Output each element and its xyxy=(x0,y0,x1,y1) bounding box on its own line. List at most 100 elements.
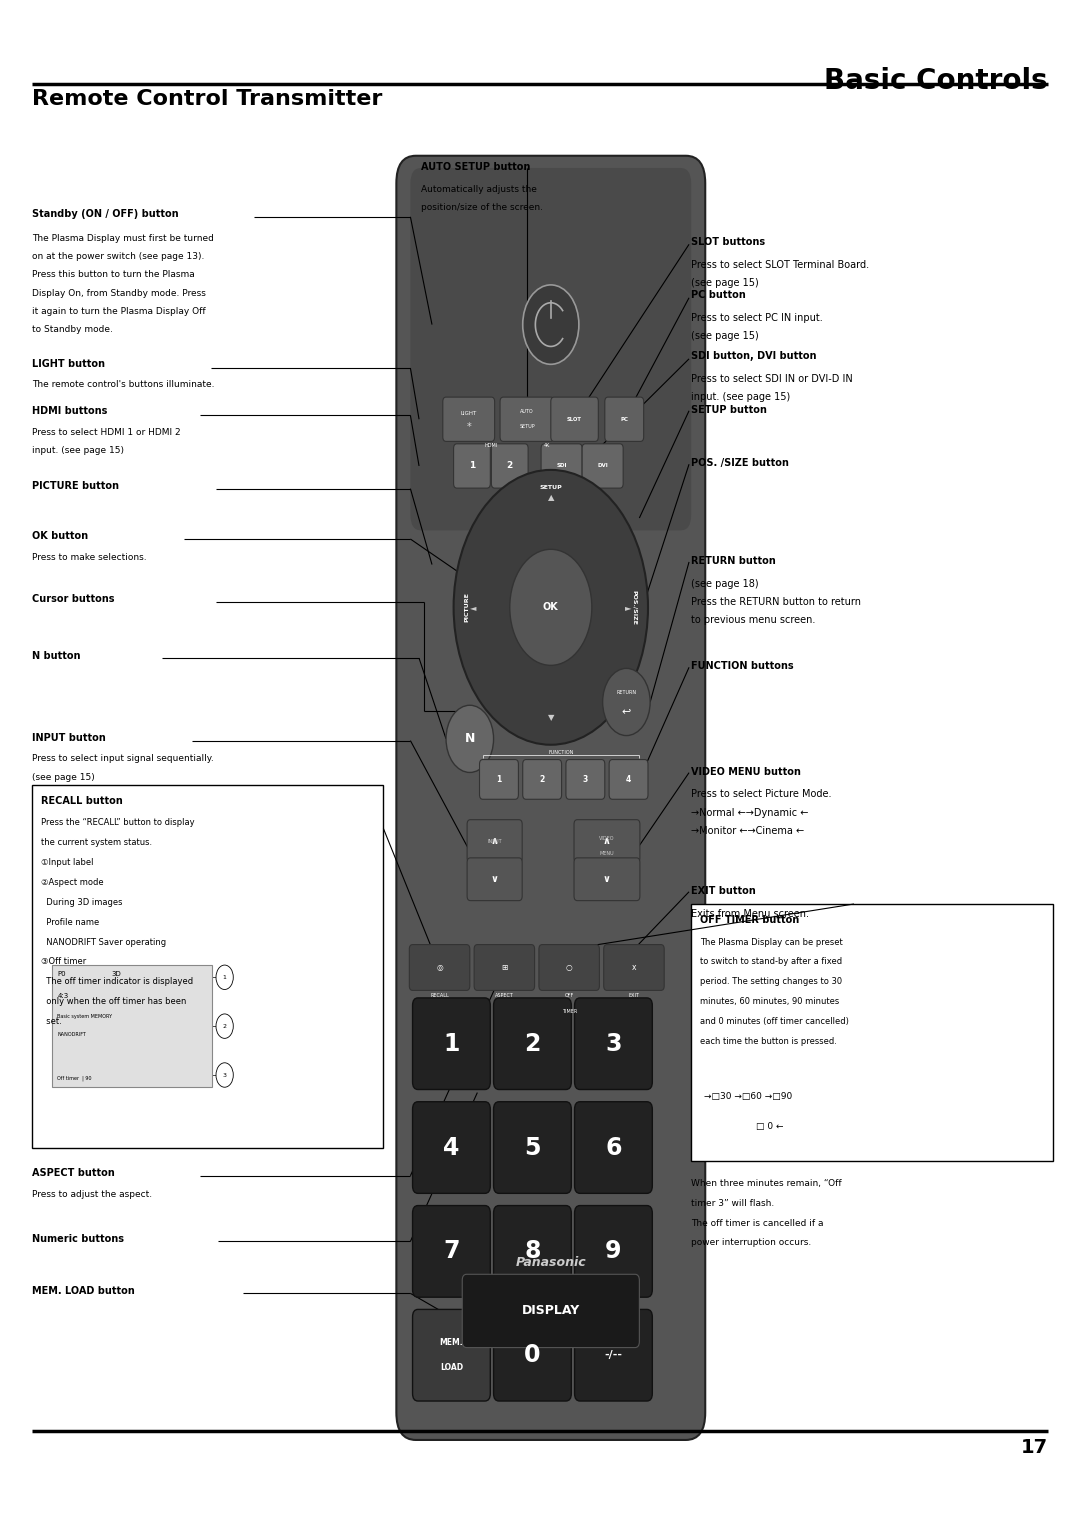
Text: (see page 18): (see page 18) xyxy=(691,579,759,589)
Text: 3: 3 xyxy=(222,1072,227,1078)
FancyBboxPatch shape xyxy=(541,444,582,489)
Text: LOAD: LOAD xyxy=(440,1364,463,1371)
Text: Press to select HDMI 1 or HDMI 2: Press to select HDMI 1 or HDMI 2 xyxy=(32,428,181,437)
FancyBboxPatch shape xyxy=(474,945,535,991)
Text: set.: set. xyxy=(41,1017,62,1026)
Text: Numeric buttons: Numeric buttons xyxy=(32,1234,124,1245)
Text: 2: 2 xyxy=(507,461,513,470)
FancyBboxPatch shape xyxy=(454,444,490,489)
Text: N: N xyxy=(464,733,475,745)
Text: Press to make selections.: Press to make selections. xyxy=(32,553,147,562)
FancyBboxPatch shape xyxy=(523,759,562,799)
Text: HDMI buttons: HDMI buttons xyxy=(32,406,108,417)
FancyBboxPatch shape xyxy=(494,1102,571,1194)
Text: Standby (ON / OFF) button: Standby (ON / OFF) button xyxy=(32,209,179,220)
Text: 2: 2 xyxy=(540,774,544,783)
Text: 8: 8 xyxy=(524,1240,541,1263)
Text: 3: 3 xyxy=(583,774,588,783)
Text: ▲: ▲ xyxy=(548,493,554,502)
Text: NANODRIFT: NANODRIFT xyxy=(57,1032,86,1037)
Text: to previous menu screen.: to previous menu screen. xyxy=(691,615,815,626)
Text: LIGHT button: LIGHT button xyxy=(32,359,106,370)
Text: RECALL: RECALL xyxy=(430,994,449,999)
Text: P0: P0 xyxy=(57,971,66,977)
FancyBboxPatch shape xyxy=(468,820,523,863)
FancyBboxPatch shape xyxy=(396,156,705,1440)
Text: ASPECT button: ASPECT button xyxy=(32,1168,116,1179)
Circle shape xyxy=(216,965,233,989)
Text: it again to turn the Plasma Display Off: it again to turn the Plasma Display Off xyxy=(32,307,206,316)
Text: Press to select Picture Mode.: Press to select Picture Mode. xyxy=(691,789,832,800)
FancyBboxPatch shape xyxy=(691,904,1053,1161)
Text: 9: 9 xyxy=(605,1240,622,1263)
Text: SLOT: SLOT xyxy=(567,417,582,421)
Text: Press to select input signal sequentially.: Press to select input signal sequentiall… xyxy=(32,754,214,764)
Text: 5: 5 xyxy=(524,1136,541,1159)
Text: The remote control's buttons illuminate.: The remote control's buttons illuminate. xyxy=(32,380,215,389)
Text: ASPECT: ASPECT xyxy=(495,994,514,999)
Text: PICTURE button: PICTURE button xyxy=(32,481,120,492)
Text: on at the power switch (see page 13).: on at the power switch (see page 13). xyxy=(32,252,205,261)
Text: Press to select SLOT Terminal Board.: Press to select SLOT Terminal Board. xyxy=(691,260,869,270)
FancyBboxPatch shape xyxy=(566,759,605,799)
Text: ①Input label: ①Input label xyxy=(41,858,94,867)
FancyBboxPatch shape xyxy=(609,759,648,799)
FancyBboxPatch shape xyxy=(491,444,528,489)
Text: the current system status.: the current system status. xyxy=(41,838,152,847)
Text: (see page 15): (see page 15) xyxy=(691,331,759,342)
Text: →□30 →□60 →□90: →□30 →□60 →□90 xyxy=(704,1092,793,1101)
Text: minutes, 60 minutes, 90 minutes: minutes, 60 minutes, 90 minutes xyxy=(700,997,839,1006)
Text: SDI: SDI xyxy=(556,464,567,469)
Text: AUTO: AUTO xyxy=(521,409,534,414)
Text: *: * xyxy=(467,421,471,432)
Text: 17: 17 xyxy=(1021,1438,1048,1457)
Text: Profile name: Profile name xyxy=(41,918,99,927)
FancyBboxPatch shape xyxy=(575,1310,652,1402)
FancyBboxPatch shape xyxy=(575,820,639,863)
Text: When three minutes remain, “Off: When three minutes remain, “Off xyxy=(691,1179,841,1188)
FancyBboxPatch shape xyxy=(494,1310,571,1402)
Text: ↩: ↩ xyxy=(622,705,631,716)
Circle shape xyxy=(454,470,648,745)
Text: EXIT: EXIT xyxy=(629,994,639,999)
Text: timer 3” will flash.: timer 3” will flash. xyxy=(691,1199,774,1208)
Text: ∧: ∧ xyxy=(603,837,611,846)
FancyBboxPatch shape xyxy=(575,858,639,901)
FancyBboxPatch shape xyxy=(480,759,518,799)
Text: The Plasma Display can be preset: The Plasma Display can be preset xyxy=(700,938,842,947)
Text: ∧: ∧ xyxy=(490,837,499,846)
Text: each time the button is pressed.: each time the button is pressed. xyxy=(700,1037,837,1046)
Text: and 0 minutes (off timer cancelled): and 0 minutes (off timer cancelled) xyxy=(700,1017,849,1026)
Text: ▼: ▼ xyxy=(548,713,554,722)
Text: OFF: OFF xyxy=(565,994,573,999)
Text: Off timer  | 90: Off timer | 90 xyxy=(57,1075,92,1081)
Text: to Standby mode.: to Standby mode. xyxy=(32,325,113,334)
Text: POS./SIZE: POS./SIZE xyxy=(632,589,637,625)
Text: Panasonic: Panasonic xyxy=(515,1255,586,1269)
Text: PC: PC xyxy=(620,417,629,421)
Text: 3: 3 xyxy=(605,1032,622,1055)
FancyBboxPatch shape xyxy=(500,397,554,441)
Text: input. (see page 15): input. (see page 15) xyxy=(32,446,124,455)
Text: ②Aspect mode: ②Aspect mode xyxy=(41,878,104,887)
FancyBboxPatch shape xyxy=(413,1310,490,1402)
Text: ►: ► xyxy=(625,603,632,612)
Text: POS. /SIZE button: POS. /SIZE button xyxy=(691,458,789,469)
Text: 2: 2 xyxy=(222,1023,227,1029)
Text: period. The setting changes to 30: period. The setting changes to 30 xyxy=(700,977,842,986)
Text: RETURN button: RETURN button xyxy=(691,556,775,567)
Text: OK: OK xyxy=(543,602,558,612)
Text: □ 0 ←: □ 0 ← xyxy=(756,1122,783,1132)
Text: input. (see page 15): input. (see page 15) xyxy=(691,392,791,403)
Bar xyxy=(52,965,212,1087)
Text: Display On, from Standby mode. Press: Display On, from Standby mode. Press xyxy=(32,289,206,298)
Text: 1: 1 xyxy=(497,774,501,783)
Text: During 3D images: During 3D images xyxy=(41,898,122,907)
FancyBboxPatch shape xyxy=(605,397,644,441)
FancyBboxPatch shape xyxy=(575,1206,652,1296)
Text: (see page 15): (see page 15) xyxy=(32,773,95,782)
Text: 3D: 3D xyxy=(111,971,121,977)
Text: 4: 4 xyxy=(443,1136,460,1159)
Text: Press to select SDI IN or DVI-D IN: Press to select SDI IN or DVI-D IN xyxy=(691,374,853,385)
Text: RECALL button: RECALL button xyxy=(41,796,123,806)
